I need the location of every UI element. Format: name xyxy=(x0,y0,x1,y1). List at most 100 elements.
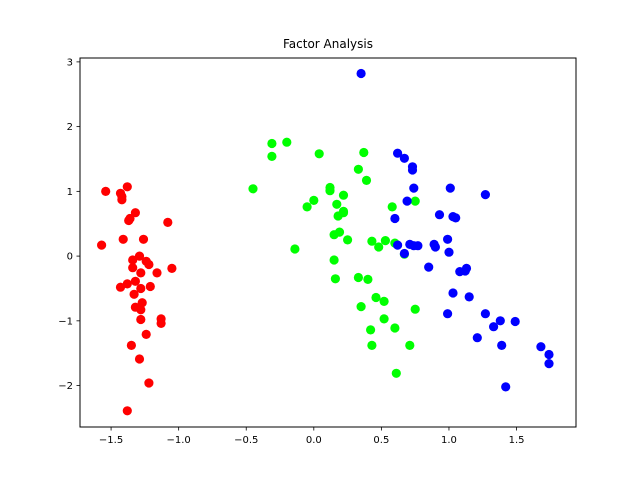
scatter-point xyxy=(393,148,403,158)
scatter-point xyxy=(361,175,372,185)
scatter-point xyxy=(448,288,458,298)
scatter-point xyxy=(267,138,277,149)
scatter-point xyxy=(134,251,145,261)
scatter-point xyxy=(444,247,454,257)
scatter-point xyxy=(101,186,111,196)
scatter-point xyxy=(141,329,151,339)
scatter-point xyxy=(332,199,342,209)
scatter-point xyxy=(124,215,134,226)
scatter-point xyxy=(126,340,136,350)
scatter-point xyxy=(480,190,490,200)
scatter-point xyxy=(156,318,166,328)
scatter-point xyxy=(144,378,154,388)
scatter-point xyxy=(267,151,277,161)
scatter-point xyxy=(314,149,324,159)
scatter-point xyxy=(472,333,482,343)
scatter-point xyxy=(145,281,155,292)
scatter-point xyxy=(97,240,107,250)
scatter-point xyxy=(128,255,138,265)
scatter-point xyxy=(390,213,400,224)
plot-frame xyxy=(79,57,577,428)
scatter-point xyxy=(309,195,319,205)
scatter-point xyxy=(510,316,520,327)
y-tick-label: −1 xyxy=(58,316,73,327)
scatter-point xyxy=(374,242,384,252)
scatter-point xyxy=(434,210,445,220)
scatter-point xyxy=(455,267,465,277)
y-tick-label: 1 xyxy=(67,187,73,198)
scatter-point xyxy=(489,322,499,332)
scatter-point xyxy=(495,316,505,326)
scatter-point xyxy=(118,234,128,244)
scatter-point xyxy=(410,304,420,314)
scatter-point xyxy=(329,255,339,265)
x-tick-label: 1.0 xyxy=(441,435,457,446)
scatter-point xyxy=(115,282,126,292)
scatter-point xyxy=(430,242,440,252)
x-tick-label: 0.0 xyxy=(306,435,322,446)
x-tick-label: −1.0 xyxy=(167,435,191,446)
scatter-point xyxy=(334,227,345,237)
scatter-point xyxy=(371,292,381,303)
scatter-point xyxy=(136,314,146,325)
scatter-point xyxy=(136,305,146,315)
scatter-point xyxy=(497,340,507,350)
scatter-point xyxy=(407,165,418,175)
scatter-point xyxy=(137,298,147,308)
scatter-point xyxy=(366,325,376,335)
scatter-point xyxy=(536,342,546,352)
scatter-point xyxy=(343,235,353,245)
scatter-point xyxy=(402,196,412,206)
scatter-point xyxy=(356,68,366,79)
scatter-point xyxy=(464,292,474,302)
scatter-point xyxy=(122,406,132,416)
scatter-point xyxy=(134,354,145,364)
scatter-point xyxy=(136,268,146,278)
scatter-point xyxy=(393,240,403,250)
y-tick-label: 0 xyxy=(67,252,73,263)
scatter-point xyxy=(391,368,401,378)
y-tick-label: −2 xyxy=(58,381,73,392)
scatter-point xyxy=(399,248,409,259)
scatter-point xyxy=(302,202,312,212)
scatter-point xyxy=(122,182,132,192)
scatter-point xyxy=(390,323,400,333)
scatter-point xyxy=(353,272,363,283)
scatter-point xyxy=(117,195,127,205)
scatter-point xyxy=(480,309,490,319)
scatter-point xyxy=(387,202,397,212)
scatter-point xyxy=(410,196,420,206)
scatter-point xyxy=(409,183,419,193)
scatter-point xyxy=(405,340,415,350)
scatter-point xyxy=(379,314,389,324)
scatter-point xyxy=(290,244,300,254)
scatter-point xyxy=(122,279,132,289)
y-tick-label: 2 xyxy=(67,122,73,133)
scatter-point xyxy=(379,296,389,306)
scatter-point xyxy=(130,276,140,286)
x-tick-label: −1.5 xyxy=(99,435,123,446)
scatter-point xyxy=(356,302,366,312)
scatter-point xyxy=(163,217,173,227)
scatter-point xyxy=(353,164,363,174)
scatter-point xyxy=(325,186,335,196)
scatter-point xyxy=(443,309,453,319)
scatter-point xyxy=(338,190,349,200)
scatter-point xyxy=(144,259,154,270)
scatter-point xyxy=(445,183,455,193)
scatter-point xyxy=(359,147,369,158)
scatter-point xyxy=(544,359,554,369)
scatter-point xyxy=(367,236,377,246)
scatter-point xyxy=(330,274,340,284)
x-tick-label: 0.5 xyxy=(373,435,389,446)
scatter-point xyxy=(248,184,258,194)
scatter-points xyxy=(97,68,554,416)
scatter-point xyxy=(413,241,423,251)
scatter-point xyxy=(501,382,511,392)
scatter-point xyxy=(424,262,434,272)
chart-title: Factor Analysis xyxy=(283,37,373,51)
scatter-point xyxy=(130,208,140,218)
scatter-point xyxy=(443,234,453,244)
scatter-point xyxy=(129,289,139,299)
